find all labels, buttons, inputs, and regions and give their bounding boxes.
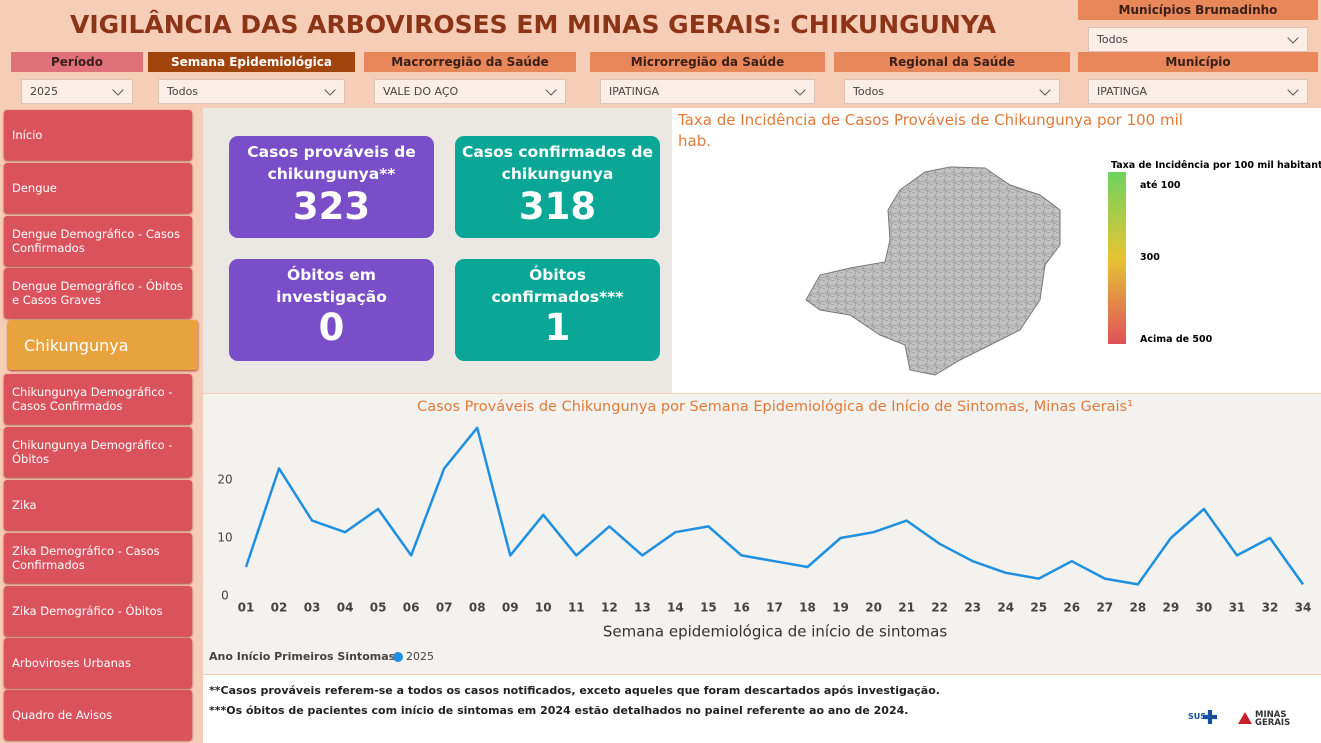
kpi-label: Óbitos em investigação — [276, 266, 387, 306]
x-tick-label: 24 — [997, 601, 1014, 615]
kpi-card: Casos prováveis de chikungunya** 323 — [229, 136, 434, 238]
nav-item[interactable]: Quadro de Avisos — [4, 690, 192, 740]
kpi-label: Casos confirmados de chikungunya — [462, 143, 653, 183]
nav-item[interactable]: Dengue — [4, 163, 192, 213]
legend-label: 2025 — [406, 650, 434, 663]
kpi-value: 323 — [292, 185, 371, 228]
filter-label: Microrregião da Saúde — [590, 52, 825, 72]
nav-item[interactable]: Início — [4, 110, 192, 160]
x-tick-label: 27 — [1096, 601, 1113, 615]
y-tick-label: 0 — [221, 589, 229, 603]
x-tick-label: 12 — [601, 601, 618, 615]
legend-marker — [393, 652, 403, 662]
filter-label: Macrorregião da Saúde — [364, 52, 576, 72]
nav-item[interactable]: Dengue Demográfico - Óbitos e Casos Grav… — [4, 268, 192, 318]
kpi-value: 0 — [318, 306, 345, 349]
filter-dropdown[interactable]: Todos — [1088, 27, 1308, 52]
x-tick-label: 30 — [1196, 601, 1213, 615]
x-tick-label: 25 — [1030, 601, 1047, 615]
x-tick-label: 04 — [337, 601, 354, 615]
x-tick-label: 09 — [502, 601, 519, 615]
x-tick-label: 29 — [1163, 601, 1180, 615]
logo-panel — [1180, 675, 1321, 743]
line-chart: Casos Prováveis de Chikungunya por Seman… — [209, 399, 1312, 663]
legend-title: Ano Início Primeiros Sintomas — [209, 650, 396, 663]
municipality-borders — [806, 167, 1060, 375]
x-tick-label: 02 — [271, 601, 288, 615]
x-tick-label: 05 — [370, 601, 387, 615]
map: Taxa de Incidência por 100 mil habitante… — [805, 160, 1321, 376]
nav-item[interactable]: Chikungunya — [8, 320, 198, 370]
nav-item[interactable]: Zika — [4, 480, 192, 530]
legend-label: até 100 — [1140, 180, 1181, 191]
filter-dropdown[interactable]: IPATINGA — [1088, 79, 1308, 104]
x-tick-label: 31 — [1229, 601, 1246, 615]
nav-item[interactable]: Zika Demográfico - Óbitos — [4, 586, 192, 636]
nav-item[interactable]: Chikungunya Demográfico - Casos Confirma… — [4, 374, 192, 424]
filter-label: Municípios Brumadinho — [1078, 0, 1318, 20]
nav-item[interactable]: Arboviroses Urbanas — [4, 638, 192, 688]
map-title: Taxa de Incidência de Casos Prováveis de… — [678, 111, 1183, 150]
x-tick-label: 17 — [766, 601, 783, 615]
x-tick-label: 13 — [634, 601, 651, 615]
x-tick-label: 20 — [865, 601, 882, 615]
x-tick-label: 01 — [238, 601, 255, 615]
filter-dropdown[interactable]: Todos — [844, 79, 1060, 104]
x-tick-label: 16 — [733, 601, 750, 615]
x-tick-label: 18 — [799, 601, 816, 615]
filter-label: Município — [1078, 52, 1318, 72]
x-tick-label: 19 — [832, 601, 849, 615]
x-tick-label: 32 — [1262, 601, 1279, 615]
filter-label: Regional da Saúde — [834, 52, 1070, 72]
footnote: ***Os óbitos de pacientes com início de … — [209, 704, 909, 717]
x-tick-label: 10 — [535, 601, 552, 615]
nav-item[interactable]: Dengue Demográfico - Casos Confirmados — [4, 216, 192, 266]
nav-item[interactable]: Zika Demográfico - Casos Confirmados — [4, 533, 192, 583]
x-tick-label: 28 — [1129, 601, 1146, 615]
chart-title: Casos Prováveis de Chikungunya por Seman… — [417, 399, 1133, 415]
footnote: **Casos prováveis referem-se a todos os … — [209, 684, 940, 697]
filter-dropdown[interactable]: IPATINGA — [600, 79, 815, 104]
logo-sus: SUS — [1188, 712, 1207, 721]
x-tick-label: 23 — [964, 601, 981, 615]
x-tick-label: 15 — [700, 601, 717, 615]
y-tick-label: 10 — [217, 531, 232, 545]
filter-dropdown[interactable]: 2025 — [21, 79, 133, 104]
x-tick-label: 14 — [667, 601, 684, 615]
x-tick-label: 26 — [1063, 601, 1080, 615]
x-tick-label: 34 — [1295, 601, 1312, 615]
filter-label: Período — [11, 52, 143, 72]
x-tick-label: 06 — [403, 601, 420, 615]
x-tick-label: 11 — [568, 601, 585, 615]
kpi-card: Óbitos em investigação 0 — [229, 259, 434, 361]
data-line — [244, 426, 1305, 586]
x-tick-label: 21 — [898, 601, 915, 615]
kpi-value: 318 — [518, 185, 597, 228]
x-tick-label: 22 — [931, 601, 948, 615]
legend-label: Acima de 500 — [1140, 334, 1213, 345]
page-title: VIGILÂNCIA DAS ARBOVIROSES EM MINAS GERA… — [70, 10, 996, 39]
legend-label: 300 — [1140, 252, 1160, 263]
y-tick-label: 20 — [217, 473, 232, 487]
x-tick-label: 08 — [469, 601, 486, 615]
kpi-label: Casos prováveis de chikungunya** — [247, 143, 416, 183]
kpi-card: Óbitos confirmados*** 1 — [455, 259, 660, 361]
legend-title: Taxa de Incidência por 100 mil habitante… — [1111, 160, 1321, 171]
filter-dropdown[interactable]: VALE DO AÇO — [374, 79, 566, 104]
x-axis-label: Semana epidemiológica de início de sinto… — [603, 623, 947, 641]
chart-panel — [203, 394, 1321, 674]
x-tick-label: 07 — [436, 601, 453, 615]
kpi-card: Casos confirmados de chikungunya 318 — [455, 136, 660, 238]
x-tick-label: 03 — [304, 601, 321, 615]
kpi-label: Óbitos confirmados*** — [491, 266, 624, 306]
nav-item[interactable]: Chikungunya Demográfico - Óbitos — [4, 427, 192, 477]
kpi-value: 1 — [544, 306, 571, 349]
filter-label: Semana Epidemiológica — [148, 52, 355, 72]
legend-gradient — [1108, 172, 1126, 344]
logo-mg: MINAS GERAIS — [1255, 710, 1291, 728]
footnote-panel — [203, 675, 1180, 743]
filter-dropdown[interactable]: Todos — [158, 79, 345, 104]
